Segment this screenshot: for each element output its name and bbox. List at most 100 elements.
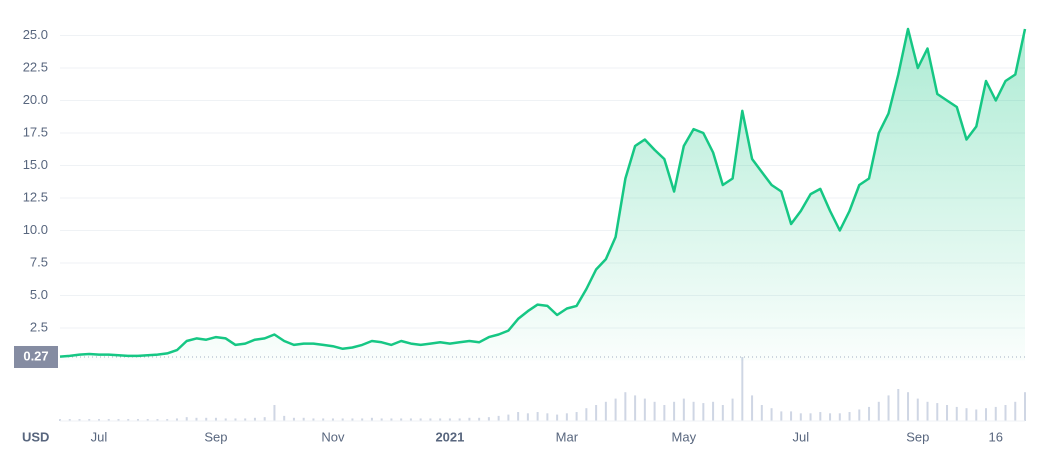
volume-bar	[448, 418, 451, 421]
y-tick-label: 25.0	[23, 27, 48, 42]
volume-bar	[517, 412, 520, 421]
volume-bar	[712, 401, 715, 421]
volume-bar	[127, 419, 130, 421]
volume-bar	[59, 419, 61, 421]
volume-bar	[331, 418, 334, 421]
volume-bar	[302, 417, 305, 421]
x-tick-label: May	[672, 429, 697, 444]
x-tick-label: Jul	[91, 429, 108, 444]
volume-bar	[185, 417, 188, 421]
volume-bar	[643, 398, 646, 421]
volume-bar	[575, 412, 578, 421]
volume-bar	[487, 417, 490, 421]
y-tick-label: 7.5	[30, 254, 48, 269]
volume-bar	[1014, 401, 1017, 421]
x-tick-label: Jul	[792, 429, 809, 444]
volume-bar	[897, 389, 900, 421]
y-tick-label: 15.0	[23, 157, 48, 172]
volume-bar	[955, 406, 958, 421]
volume-bar	[994, 406, 997, 421]
volume-bar	[985, 408, 988, 421]
volume-bar	[166, 419, 169, 421]
volume-bar	[975, 409, 978, 421]
volume-bar	[809, 413, 812, 421]
volume-bar	[663, 405, 666, 421]
volume-bar	[624, 392, 627, 421]
x-tick-label: 16	[989, 429, 1003, 444]
x-tick-label: Sep	[204, 429, 227, 444]
volume-bar	[312, 418, 315, 421]
volume-bar	[790, 411, 793, 421]
volume-bar	[1024, 392, 1026, 421]
volume-bar	[497, 415, 500, 421]
volume-bar	[595, 405, 598, 421]
volume-bar	[409, 418, 412, 421]
volume-bar	[292, 417, 295, 421]
volume-bar	[380, 418, 383, 421]
price-label-box	[14, 345, 58, 368]
currency-label: USD	[22, 429, 49, 444]
volume-bar	[1004, 405, 1007, 421]
volume-bar	[175, 418, 178, 421]
price-label: 0.27	[23, 348, 48, 363]
y-tick-label: 2.5	[30, 319, 48, 334]
y-tick-label: 12.5	[23, 189, 48, 204]
volume-bar	[741, 357, 744, 421]
volume-bar	[390, 418, 393, 421]
volume-bar	[848, 412, 851, 421]
volume-bar	[507, 414, 510, 421]
volume-bar	[214, 417, 217, 421]
volume-bar	[253, 417, 256, 421]
x-tick-label: Mar	[556, 429, 579, 444]
volume-bar	[721, 405, 724, 421]
y-tick-label: 22.5	[23, 59, 48, 74]
volume-bar	[926, 401, 929, 421]
price-area	[60, 29, 1025, 361]
volume-bar	[702, 403, 705, 421]
volume-bar	[244, 418, 247, 421]
volume-bar	[838, 413, 841, 421]
volume-bar	[634, 395, 637, 421]
y-tick-label: 17.5	[23, 124, 48, 139]
volume-bar	[400, 418, 403, 421]
volume-bar	[107, 419, 110, 421]
volume-bar	[780, 411, 783, 421]
volume-bar	[877, 401, 880, 421]
volume-bar	[965, 408, 968, 421]
volume-bar	[819, 412, 822, 421]
volume-bar	[439, 418, 442, 421]
volume-bar	[224, 418, 227, 421]
volume-bar	[263, 417, 266, 421]
volume-bar	[936, 403, 939, 421]
volume-bar	[682, 398, 685, 421]
volume-bar	[887, 395, 890, 421]
volume-bar	[205, 417, 208, 421]
volume-bar	[146, 419, 149, 421]
volume-bar	[478, 417, 481, 421]
volume-bar	[117, 419, 120, 421]
volume-bar	[799, 413, 802, 421]
volume-bar	[136, 419, 139, 421]
volume-bar	[556, 414, 559, 421]
volume-bar	[829, 413, 832, 421]
volume-bar	[429, 418, 432, 421]
volume-bar	[351, 418, 354, 421]
volume-bar	[458, 418, 461, 421]
volume-bar	[419, 418, 422, 421]
volume-bar	[751, 395, 754, 421]
volume-bar	[946, 405, 949, 421]
price-line	[59, 27, 1027, 358]
volume-bar	[88, 419, 91, 421]
volume-bar	[692, 401, 695, 421]
volume-bar	[536, 412, 539, 421]
volume-bar	[68, 419, 71, 421]
volume-bar	[283, 415, 286, 421]
volume-bar	[565, 413, 568, 421]
volume-bar	[361, 418, 364, 421]
volume-bar	[673, 401, 676, 421]
x-tick-label: Sep	[906, 429, 929, 444]
volume-bar	[653, 401, 656, 421]
volume-bar	[770, 408, 773, 421]
y-tick-label: 20.0	[23, 92, 48, 107]
